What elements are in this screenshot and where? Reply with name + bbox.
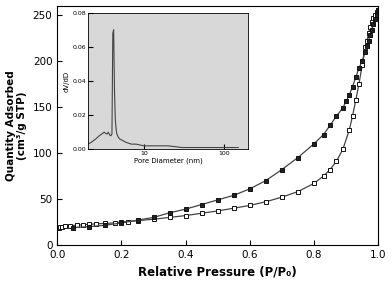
X-axis label: Relative Pressure (P/P₀): Relative Pressure (P/P₀) — [138, 266, 297, 278]
Y-axis label: Quantity Adsorbed
(cm³/g STP): Quantity Adsorbed (cm³/g STP) — [5, 70, 27, 181]
